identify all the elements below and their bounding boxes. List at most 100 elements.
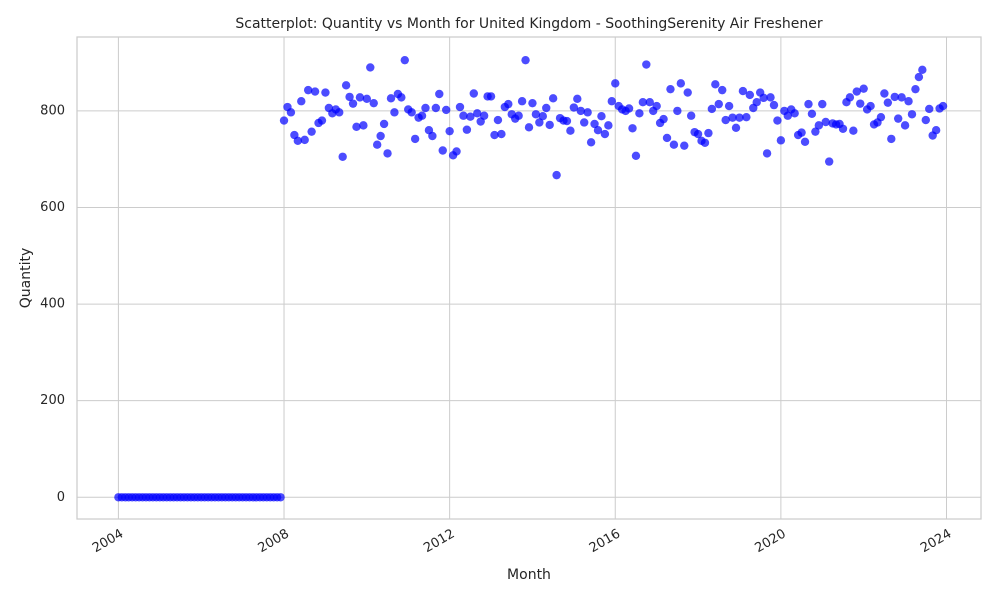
point [738,86,748,96]
point [376,131,385,141]
point [662,133,672,143]
point [531,110,541,119]
point [521,55,530,65]
point [473,109,482,118]
point [797,128,806,137]
point [341,81,351,90]
chart-title: Scatterplot: Quantity vs Month for Unite… [235,16,822,32]
point [462,125,472,134]
x-tick-label: 2024 [918,527,954,557]
point [666,84,675,94]
point [676,79,686,88]
point [800,137,810,147]
point [593,126,603,135]
point [866,101,875,111]
point [286,108,296,117]
point [704,128,713,138]
point [538,112,548,121]
point [407,108,416,117]
point [362,94,372,104]
point [573,94,582,104]
point [849,126,858,135]
point [383,149,392,158]
point [635,109,644,118]
point [335,108,344,117]
point [352,122,361,132]
point [276,493,285,502]
point [297,97,306,106]
point [359,121,368,130]
point [583,108,592,117]
point [711,80,720,89]
point [624,104,634,113]
point [807,109,817,118]
point [880,89,889,98]
point [752,98,761,107]
x-axis-label: Month [507,567,551,583]
point [914,72,924,82]
point [659,114,668,124]
x-tick-label: 2016 [587,527,623,557]
point [576,106,585,116]
point [856,99,865,108]
point [911,84,920,94]
point [642,60,651,69]
point [669,140,679,149]
point [883,98,893,107]
point [628,124,637,133]
point [742,112,751,122]
y-tick-label: 0 [57,490,65,505]
point [428,131,437,141]
point [497,129,506,139]
point [445,126,454,136]
point [348,99,358,108]
point [417,111,427,120]
point [707,104,717,114]
point [718,85,727,95]
point [493,115,503,125]
point [876,112,886,122]
point [441,105,451,115]
point [852,87,861,96]
point [766,93,775,102]
point [887,134,896,144]
y-tick-label: 200 [40,393,65,408]
point [773,116,782,125]
point [731,123,741,132]
point [431,103,441,113]
point [504,99,513,109]
point [466,112,475,121]
point [545,120,554,130]
point [783,111,792,120]
point [535,118,544,127]
point [673,106,682,116]
point [386,94,396,103]
point [762,149,772,158]
y-axis-label: Quantity [18,248,34,309]
point [372,140,382,149]
point [645,98,654,107]
point [931,126,941,135]
point [600,129,610,139]
point [652,101,661,111]
point [435,89,444,99]
point [586,138,596,147]
point [562,116,572,126]
point [303,85,313,95]
point [714,99,723,109]
point [804,99,813,109]
point [859,84,868,93]
x-tick-label: 2008 [256,527,292,557]
point [838,124,848,133]
point [728,113,737,122]
point [321,88,330,97]
point [293,136,303,146]
point [438,146,447,155]
point [569,103,579,112]
point [735,113,744,122]
point [528,98,537,108]
x-tick-label: 2020 [752,527,788,557]
point [486,92,496,101]
point [397,93,406,102]
point [893,114,903,123]
